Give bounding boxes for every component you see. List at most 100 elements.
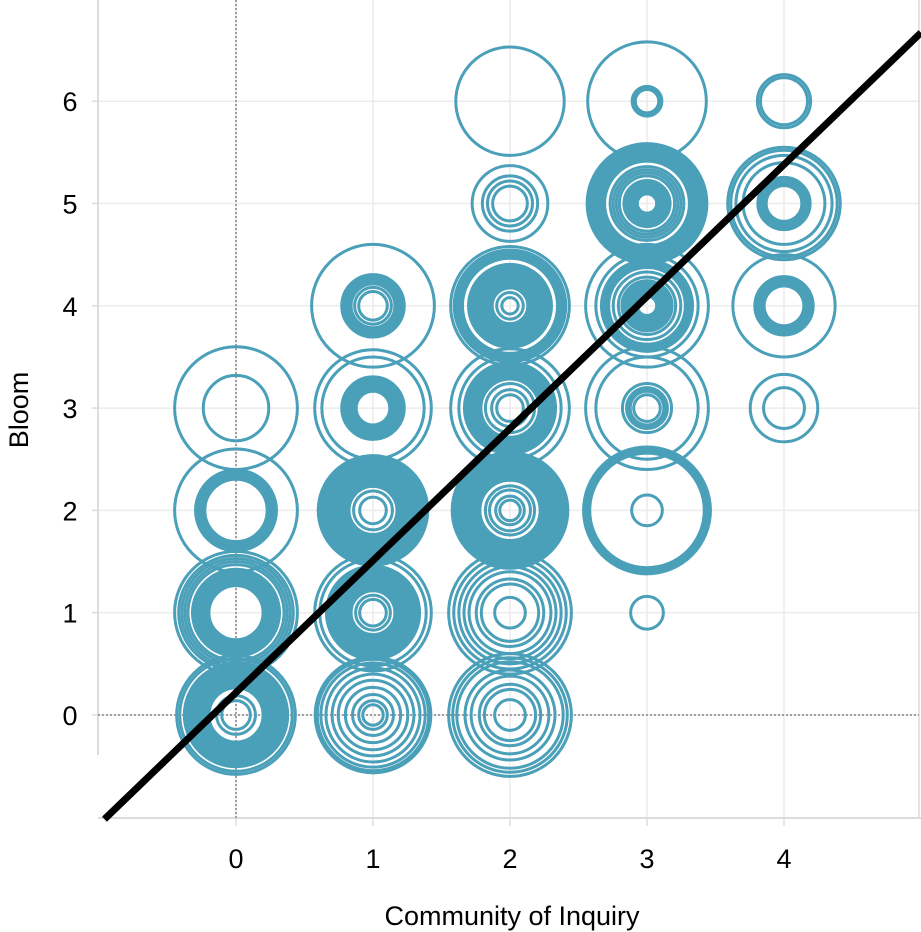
data-band [622, 178, 672, 229]
y-axis-title: Bloom [4, 372, 34, 449]
data-ring [755, 277, 813, 334]
data-ring [178, 657, 294, 773]
data-ring [357, 699, 389, 731]
data-ring [758, 280, 810, 331]
data-ring [358, 495, 388, 526]
data-ring [180, 556, 292, 669]
data-band [620, 279, 674, 333]
data-point [584, 345, 710, 471]
data-ring [620, 382, 674, 435]
data-band [462, 361, 558, 456]
data-ring [494, 494, 526, 527]
data-ring [734, 153, 834, 254]
regression-line [102, 30, 921, 822]
data-ring [324, 666, 422, 764]
regression-line-group [102, 30, 921, 822]
data-ring [493, 595, 527, 630]
data-ring [352, 489, 394, 532]
data-ring [482, 687, 538, 743]
data-ring [455, 660, 565, 770]
data-point [316, 454, 430, 567]
y-tick-label: 1 [62, 599, 77, 629]
data-point [173, 549, 299, 676]
data-point [470, 164, 550, 243]
data-band [467, 262, 553, 349]
data-point [584, 242, 710, 369]
data-band [190, 567, 282, 658]
data-band [340, 273, 406, 339]
data-ring [454, 45, 566, 157]
data-ring [608, 165, 686, 242]
data-ring [480, 174, 540, 233]
data-ring [177, 553, 295, 672]
data-point [173, 345, 299, 471]
y-tick-label: 6 [62, 87, 77, 117]
data-band [452, 248, 568, 364]
data-ring [748, 372, 820, 444]
data-ring [361, 703, 385, 727]
data-ring [330, 672, 416, 758]
data-ring [493, 698, 527, 732]
data-ring [755, 73, 813, 130]
y-tick-labels: 0 1 2 3 4 5 6 [62, 87, 77, 731]
data-ring [173, 345, 299, 471]
data-ring [173, 447, 299, 574]
data-ring [477, 682, 543, 748]
data-ring [354, 593, 392, 632]
data-ring [449, 347, 571, 469]
data-band [316, 454, 430, 567]
data-band [756, 175, 812, 232]
data-ring [220, 699, 252, 731]
data-ring [625, 386, 669, 431]
data-ring [731, 253, 837, 359]
data-point [313, 348, 433, 468]
data-ring [498, 498, 522, 523]
data-ring [762, 386, 806, 431]
data-ring [629, 594, 665, 631]
data-ring [758, 76, 810, 127]
data-ring [488, 488, 532, 533]
data-ring [183, 560, 289, 666]
data-ring [586, 449, 708, 572]
data-ring [729, 148, 839, 259]
data-band [324, 564, 422, 661]
data-ring [630, 493, 664, 528]
x-tick-label: 4 [776, 844, 791, 874]
data-point [449, 244, 571, 367]
data-point [585, 142, 709, 265]
data-ring [343, 685, 403, 745]
x-tick-label: 2 [502, 844, 517, 874]
data-ring [319, 661, 427, 769]
y-tick-label: 0 [62, 701, 77, 731]
y-tick-label: 4 [62, 292, 77, 322]
data-ring [614, 171, 680, 236]
data-band [630, 84, 664, 118]
x-tick-label: 3 [639, 844, 654, 874]
data-band [627, 388, 667, 428]
data-ring [586, 40, 708, 163]
data-ring [584, 242, 710, 369]
data-points [173, 40, 842, 778]
data-ring [479, 582, 541, 643]
y-tick-label: 3 [62, 394, 77, 424]
data-ring [632, 393, 662, 423]
data-ring [470, 164, 550, 243]
data-ring [186, 563, 286, 663]
data-ring [474, 577, 546, 648]
y-tick-label: 5 [62, 190, 77, 220]
data-band [585, 142, 709, 265]
data-ring [336, 678, 410, 752]
data-point [629, 594, 665, 631]
data-ring [310, 242, 436, 369]
data-ring [353, 285, 393, 326]
data-ring [358, 597, 388, 628]
data-ring [616, 275, 678, 336]
x-tick-label: 0 [228, 844, 243, 874]
data-ring [611, 168, 683, 239]
data-band [182, 661, 290, 769]
data-point [173, 447, 299, 574]
x-tick-labels: 0 1 2 3 4 [228, 844, 791, 874]
data-ring [491, 184, 529, 223]
data-ring [483, 484, 537, 537]
